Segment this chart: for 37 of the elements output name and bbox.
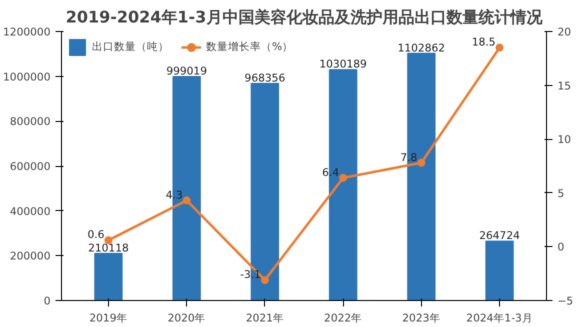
legend-label: 数量增长率（%） <box>206 40 294 54</box>
data-label: 1102862 <box>398 41 446 54</box>
data-label: 210118 <box>88 241 129 254</box>
y-tick-label: 600000 <box>10 160 51 173</box>
data-label: 18.5 <box>472 36 496 49</box>
y-tick-label: 1200000 <box>3 26 51 38</box>
y-tick-label: 0 <box>44 294 51 308</box>
data-label: 968356 <box>244 71 286 84</box>
x-tick-label: 2023年 <box>402 312 440 324</box>
y-tick-label: 400000 <box>10 204 51 218</box>
y2-tick-label: 20 <box>558 26 572 38</box>
x-tick-label: 2020年 <box>168 312 206 324</box>
data-label: 1030189 <box>319 58 368 71</box>
y2-tick-label: 0 <box>558 240 564 254</box>
y-tick-label: 800000 <box>10 115 51 128</box>
bar <box>94 252 123 300</box>
data-label: 999019 <box>166 64 208 78</box>
y2-tick-label: 5 <box>558 186 564 200</box>
data-label: 264724 <box>479 229 520 242</box>
point <box>182 196 191 204</box>
y-tick-label: 1000000 <box>3 70 51 84</box>
point <box>339 174 348 182</box>
y2-tick-label: 10 <box>558 133 572 146</box>
x-tick-label: 2021年 <box>246 312 284 324</box>
point <box>260 276 269 284</box>
x-tick-label: 2024年1-3月 <box>466 312 533 324</box>
y-tick-label: 200000 <box>10 250 51 263</box>
x-tick-label: 2022年 <box>324 312 362 324</box>
y2-tick-label: −5 <box>558 294 574 308</box>
point <box>496 44 504 52</box>
chart-title: 2019-2024年1-3月中国美容化妆品及洗护用品出口数量统计情况 <box>66 8 544 26</box>
y2-tick-label: 15 <box>558 79 572 92</box>
x-tick-label: 2019年 <box>89 312 128 324</box>
bar <box>485 240 514 300</box>
point <box>417 158 426 167</box>
legend-label: 出口数量（吨） <box>92 40 169 54</box>
data-label: 0.6 <box>87 228 105 242</box>
